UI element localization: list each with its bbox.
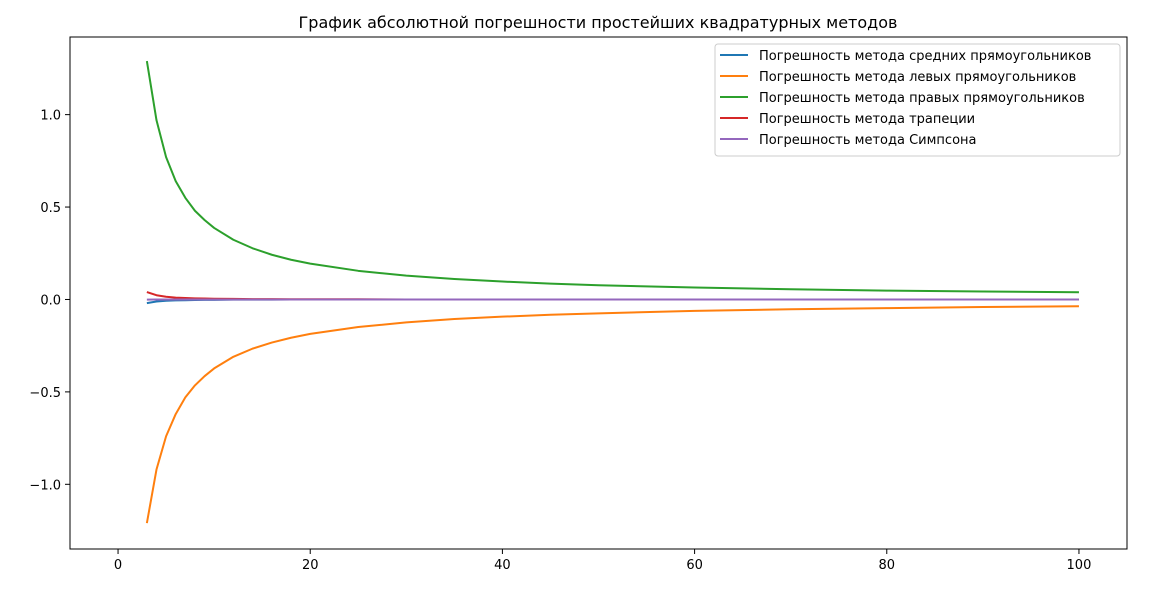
y-tick-label: −1.0 <box>29 478 61 493</box>
x-tick-label: 40 <box>494 558 511 573</box>
x-tick-label: 0 <box>114 558 122 573</box>
legend-label: Погрешность метода средних прямоугольник… <box>759 49 1091 64</box>
x-tick-label: 80 <box>878 558 895 573</box>
y-tick-label: −0.5 <box>29 386 61 401</box>
legend-label: Погрешность метода левых прямоугольников <box>759 70 1076 85</box>
series-line-3 <box>145 60 1079 294</box>
legend-box <box>714 43 1121 157</box>
plot-area <box>145 60 1079 524</box>
y-tick-label: 0.0 <box>40 293 61 308</box>
legend-label: Погрешность метода Симпсона <box>759 133 977 148</box>
chart-title: График абсолютной погрешности простейших… <box>299 13 898 32</box>
legend: Погрешность метода средних прямоугольник… <box>714 43 1121 157</box>
axis-ticks: 0 20 40 60 80 100 −1.0 −0.5 0.0 0.5 1.0 <box>29 109 1091 573</box>
axes-frame <box>69 36 1128 550</box>
legend-label: Погрешность метода правых прямоугольнико… <box>759 91 1085 106</box>
legend-label: Погрешность метода трапеции <box>759 112 975 127</box>
y-tick-label: 0.5 <box>40 201 61 216</box>
series-line-2 <box>145 305 1079 524</box>
x-tick-label: 100 <box>1067 558 1092 573</box>
y-tick-label: 1.0 <box>40 109 61 124</box>
x-tick-label: 60 <box>686 558 703 573</box>
x-tick-label: 20 <box>302 558 319 573</box>
